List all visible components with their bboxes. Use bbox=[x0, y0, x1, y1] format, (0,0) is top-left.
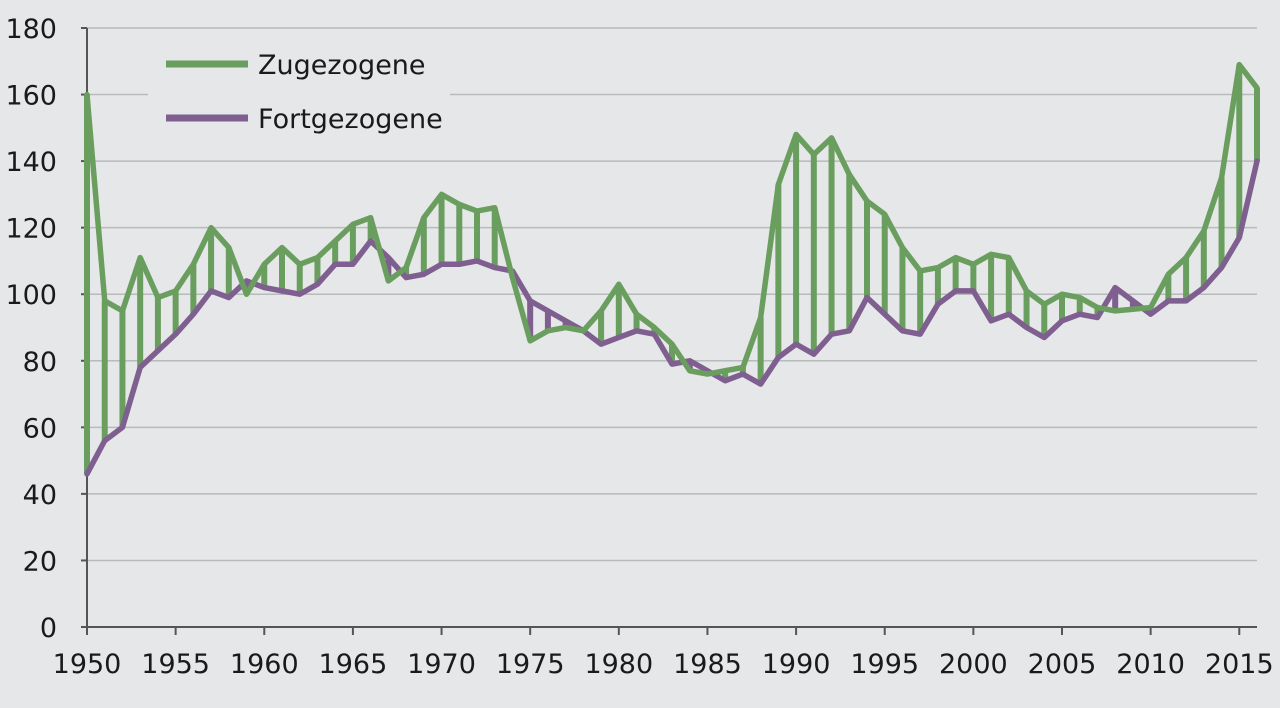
y-tick-label: 140 bbox=[5, 147, 57, 178]
legend-label-zugezogene: Zugezogene bbox=[258, 50, 426, 81]
y-tick-label: 160 bbox=[5, 81, 57, 112]
x-tick-label: 2000 bbox=[939, 649, 1008, 680]
x-tick-label: 2010 bbox=[1116, 649, 1185, 680]
y-tick-label: 180 bbox=[5, 14, 57, 45]
y-tick-label: 120 bbox=[5, 214, 57, 245]
x-tick-label: 1965 bbox=[319, 649, 388, 680]
x-tick-label: 1985 bbox=[673, 649, 742, 680]
x-tick-label: 1980 bbox=[584, 649, 653, 680]
series-lines bbox=[84, 61, 1260, 477]
y-tick-label: 100 bbox=[5, 280, 57, 311]
legend: Zugezogene Fortgezogene bbox=[148, 40, 450, 144]
y-tick-label: 40 bbox=[23, 480, 57, 511]
x-tick-label: 2015 bbox=[1205, 649, 1274, 680]
x-tick-label: 1975 bbox=[496, 649, 565, 680]
gridlines bbox=[87, 27, 1257, 562]
legend-background bbox=[148, 40, 450, 144]
x-tick-labels: 1950 1955 1960 1965 1970 1975 1980 1985 1990 1995… bbox=[53, 627, 1274, 680]
x-tick-label: 1950 bbox=[53, 649, 122, 680]
x-tick-label: 1990 bbox=[762, 649, 831, 680]
series-line-zugezogene bbox=[84, 61, 1260, 377]
x-tick-label: 2005 bbox=[1028, 649, 1097, 680]
x-tick-label: 1970 bbox=[407, 649, 476, 680]
y-tick-label: 60 bbox=[23, 413, 57, 444]
y-tick-label: 20 bbox=[23, 546, 57, 577]
y-tick-label: 80 bbox=[23, 347, 57, 378]
legend-label-fortgezogene: Fortgezogene bbox=[258, 104, 443, 135]
x-tick-label: 1960 bbox=[230, 649, 299, 680]
x-tick-label: 1955 bbox=[141, 649, 210, 680]
series-line-fortgezogene bbox=[84, 158, 1260, 477]
y-tick-label: 0 bbox=[40, 613, 57, 644]
x-tick-label: 1995 bbox=[850, 649, 919, 680]
y-tick-labels: 0 20 40 60 80 100 120 140 160 180 bbox=[5, 14, 87, 644]
